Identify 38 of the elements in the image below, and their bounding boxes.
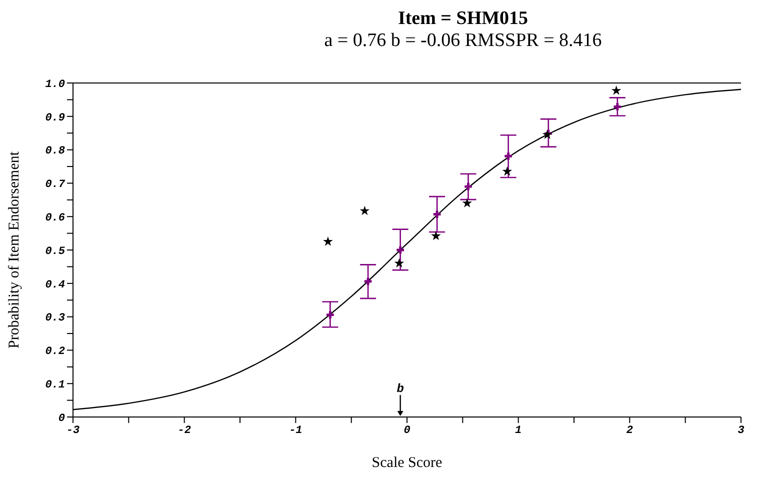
point (462, 198, 472, 208)
y-tick-label: 1.0 (45, 78, 66, 91)
x-tick-label: -3 (66, 424, 80, 437)
point (364, 278, 372, 286)
point (326, 311, 334, 318)
y-tick-label: 0.1 (45, 380, 65, 392)
point (502, 166, 512, 176)
point (611, 86, 622, 95)
x-axis-title: Scale Score (372, 455, 443, 471)
point (431, 230, 441, 240)
y-tick-label: 0.6 (45, 212, 66, 225)
y-tick-label: 0.5 (45, 246, 66, 258)
point (396, 246, 404, 254)
point (464, 182, 472, 190)
point (614, 103, 622, 110)
y-tick-label: 0 (58, 412, 66, 425)
y-tick-label: 0.8 (45, 146, 66, 158)
y-tick-label: 0.9 (45, 112, 66, 124)
ref-line-label: b (396, 382, 404, 396)
y-tick-label: 0.2 (45, 346, 66, 358)
y-axis-title: Probability of Item Endorsement (6, 150, 22, 349)
chart-title: Item = SHM015 (396, 8, 530, 30)
chart-subtitle: a = 0.76 b = -0.06 RMSSPR = 8.416 (323, 30, 603, 52)
x-tick-label: 0 (404, 424, 411, 437)
x-tick-label: -1 (289, 424, 302, 437)
x-tick-label: -2 (178, 424, 192, 437)
point (323, 236, 333, 246)
x-tick-label: 2 (626, 424, 634, 437)
x-tick-label: 3 (738, 424, 745, 437)
y-tick-label: 0.3 (45, 312, 66, 325)
point (542, 130, 552, 139)
y-tick-label: 0.4 (45, 279, 66, 292)
y-tick-label: 0.7 (45, 179, 66, 192)
point (394, 258, 404, 268)
point (433, 210, 441, 218)
x-tick-label: 1 (515, 424, 522, 437)
point (360, 206, 370, 216)
point (504, 152, 512, 160)
